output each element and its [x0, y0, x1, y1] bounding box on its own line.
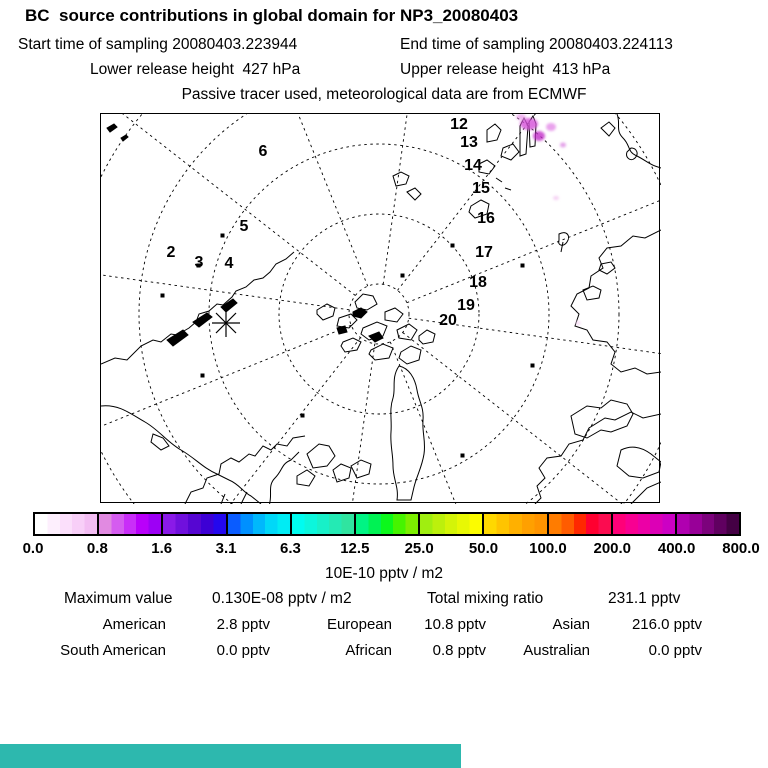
colorbar-tick-label: 400.0 — [657, 540, 696, 557]
colorbar-segment — [355, 514, 421, 534]
lower-release-label: Lower release height 427 hPa — [90, 61, 301, 78]
trajectory-point-label: 17 — [475, 244, 493, 261]
stat-name: European — [326, 616, 392, 633]
trajectory-point-label: 16 — [477, 210, 495, 227]
colorbar-tick-label: 200.0 — [593, 540, 632, 557]
stat-value: 0.8 pptv — [432, 642, 486, 659]
stat-value: 2.8 pptv — [216, 616, 270, 633]
trajectory-point-label: 13 — [460, 134, 478, 151]
trajectory-point-label: 19 — [457, 297, 475, 314]
trajectory-point-label: 5 — [239, 218, 249, 235]
colorbar-segment — [612, 514, 677, 534]
colorbar-segment — [227, 514, 292, 534]
stat-name: African — [345, 642, 392, 659]
colorbar-segment — [484, 514, 549, 534]
colorbar-tick-label: 12.5 — [340, 540, 370, 557]
colorbar-tick-label: 1.6 — [151, 540, 173, 557]
maximum-value-label: Maximum value — [64, 590, 173, 607]
colorbar-tick-label: 0.0 — [22, 540, 44, 557]
colorbar-ticks: 0.0 0.8 1.6 3.1 6.3 12.5 25.0 50.0 100.0 200.0 400… — [23, 540, 760, 558]
trajectory-point-label: 2 — [166, 244, 176, 261]
colorbar-segment — [676, 514, 740, 534]
colorbar-segment — [35, 514, 100, 534]
total-mixing-ratio-label: Total mixing ratio — [427, 590, 544, 607]
trajectory-point-label: 12 — [450, 116, 468, 133]
colorbar-segment — [548, 514, 613, 534]
colorbar-segment — [163, 514, 228, 534]
graticule-circles — [101, 114, 661, 504]
colorbar-units-label: 10E-10 pptv / m2 — [324, 565, 444, 582]
trajectory-point-label: 6 — [258, 143, 268, 160]
upper-release-label: Upper release height 413 hPa — [400, 61, 611, 78]
colorbar — [33, 512, 741, 536]
end-time-label: End time of sampling 20080403.224113 — [400, 36, 673, 53]
tracer-plume — [516, 114, 581, 325]
total-mixing-ratio-value: 231.1 pptv — [608, 590, 681, 607]
maximum-value: 0.130E-08 pptv / m2 — [212, 590, 352, 607]
trajectory-point-label: 20 — [439, 312, 457, 329]
stat-name: Australian — [523, 642, 590, 659]
colorbar-segment — [99, 514, 164, 534]
colorbar-tick-label: 6.3 — [280, 540, 301, 557]
trajectory-point-label: 14 — [464, 157, 482, 174]
colorbar-tick-label: 0.8 — [86, 540, 108, 557]
colorbar-tick-label: 800.0 — [722, 540, 760, 557]
stat-name: Asian — [552, 616, 590, 633]
stat-value: 0.0 pptv — [648, 642, 702, 659]
trajectory-point-label: 4 — [224, 255, 234, 272]
colorbar-tick-label: 3.1 — [215, 540, 237, 557]
contributions-row-2: South American 0.0 pptv African 0.8 pptv… — [30, 642, 710, 659]
colorbar-tick-label: 50.0 — [468, 540, 499, 557]
colorbar-segment — [420, 514, 485, 534]
trajectory-point-label: 3 — [194, 254, 204, 271]
colorbar-segment — [291, 514, 356, 534]
trajectory-point-label: 15 — [472, 180, 490, 197]
start-time-label: Start time of sampling 20080403.223944 — [18, 36, 298, 53]
bottom-teal-bar — [0, 744, 461, 768]
stat-value: 0.0 pptv — [216, 642, 270, 659]
stat-value: 10.8 pptv — [424, 616, 486, 633]
polar-map: 2 3 4 5 6 12 13 14 15 16 17 18 19 20 — [100, 113, 661, 504]
tracer-info-label: Passive tracer used, meteorological data… — [181, 86, 587, 103]
stat-name: American — [102, 616, 166, 633]
page-title: BC source contributions in global domain… — [25, 6, 519, 25]
stat-value: 216.0 pptv — [631, 616, 702, 633]
stat-name: South American — [60, 642, 166, 659]
contributions-row-1: American 2.8 pptv European 10.8 pptv Asi… — [30, 616, 710, 633]
trajectory-point-label: 18 — [469, 274, 487, 291]
colorbar-tick-label: 25.0 — [404, 540, 434, 557]
trajectory-labels: 2 3 4 5 6 12 13 14 15 16 17 18 19 20 — [101, 114, 661, 504]
colorbar-tick-label: 100.0 — [529, 540, 567, 557]
map-canvas — [101, 114, 661, 504]
coastlines — [101, 114, 661, 504]
release-marker-asterisk-icon — [212, 309, 240, 337]
